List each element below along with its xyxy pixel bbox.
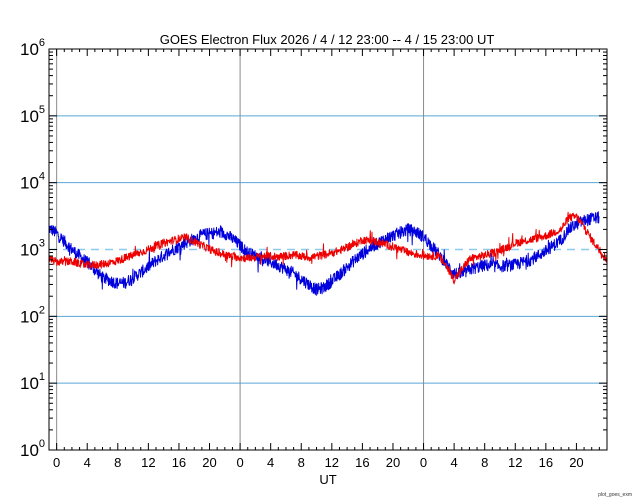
x-tick-label: 0 — [53, 455, 60, 470]
plot-credit: plot_goes_exm — [598, 492, 632, 498]
data-series — [48, 211, 608, 296]
gridlines — [49, 49, 607, 450]
series-blue-line — [48, 211, 600, 296]
x-tick-label: 0 — [236, 455, 243, 470]
chart-title: GOES Electron Flux 2026 / 4 / 12 23:00 -… — [160, 32, 495, 47]
axis-ticks — [49, 48, 607, 451]
x-tick-label: 4 — [267, 455, 274, 470]
y-tick-label: 105 — [20, 104, 45, 126]
x-tick-label: 4 — [84, 455, 91, 470]
x-tick-label: 12 — [141, 455, 155, 470]
y-tick-label: 106 — [20, 37, 45, 59]
y-tick-label: 103 — [20, 238, 45, 260]
x-tick-label: 4 — [451, 455, 458, 470]
x-axis-label: UT — [319, 472, 336, 487]
x-tick-label: 16 — [539, 455, 553, 470]
x-tick-label: 16 — [355, 455, 369, 470]
x-tick-label: 20 — [202, 455, 216, 470]
x-tick-label: 8 — [114, 455, 121, 470]
x-tick-label: 16 — [172, 455, 186, 470]
x-tick-label: 8 — [298, 455, 305, 470]
y-tick-label: 104 — [20, 171, 45, 193]
x-tick-label: 20 — [569, 455, 583, 470]
x-tick-label: 20 — [386, 455, 400, 470]
x-tick-label: 0 — [420, 455, 427, 470]
x-tick-label: 12 — [325, 455, 339, 470]
y-tick-label: 101 — [20, 371, 45, 393]
series-red-line — [48, 211, 608, 285]
y-tick-label: 102 — [20, 304, 45, 326]
x-tick-label: 8 — [481, 455, 488, 470]
y-tick-label: 100 — [20, 438, 45, 460]
x-tick-label: 12 — [508, 455, 522, 470]
axis-tick-labels: 0 4 8 12 16 20 0 4 8 12 16 20 0 4 8 12 16 20 100 101 102 103 1… — [20, 37, 584, 470]
